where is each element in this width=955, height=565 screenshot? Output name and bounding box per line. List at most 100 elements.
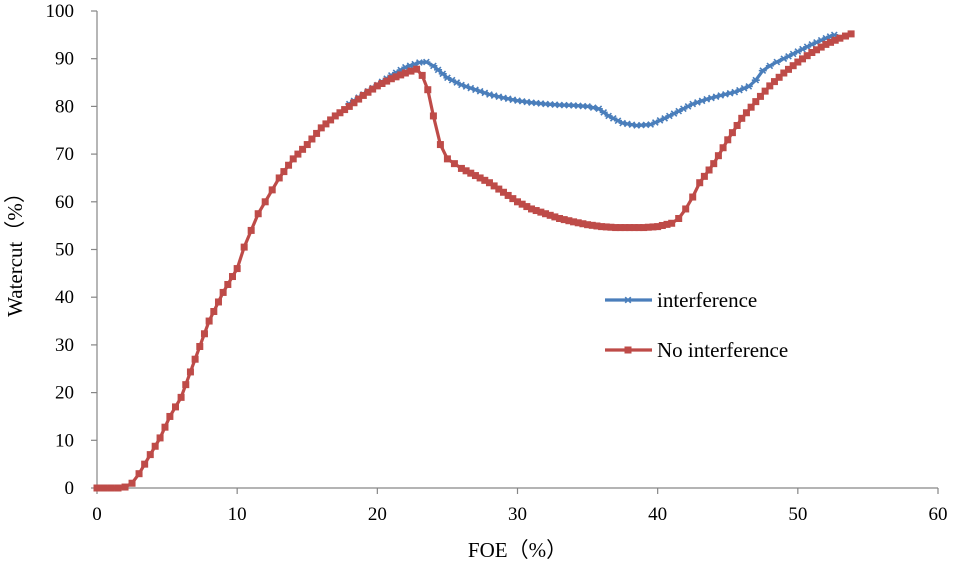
data-point bbox=[710, 160, 718, 168]
x-tick-label: 50 bbox=[788, 504, 807, 525]
data-point bbox=[345, 102, 353, 110]
data-point bbox=[594, 105, 603, 113]
data-point bbox=[689, 193, 697, 201]
y-tick-label: 50 bbox=[55, 240, 74, 261]
data-point bbox=[254, 210, 262, 218]
data-point bbox=[607, 223, 615, 231]
data-point bbox=[827, 38, 835, 46]
data-point bbox=[640, 224, 648, 232]
legend-label: No interference bbox=[657, 338, 788, 362]
legend: interference No interference bbox=[605, 288, 788, 362]
data-point bbox=[621, 224, 629, 232]
data-point bbox=[93, 484, 101, 492]
data-point bbox=[841, 32, 849, 40]
data-point bbox=[612, 224, 620, 232]
data-point bbox=[514, 198, 521, 206]
y-tick-label: 0 bbox=[65, 478, 75, 499]
y-tick-label: 60 bbox=[55, 192, 74, 213]
data-point bbox=[369, 85, 377, 93]
data-point bbox=[808, 48, 816, 56]
data-point bbox=[630, 224, 638, 232]
data-point bbox=[107, 484, 115, 492]
data-point bbox=[415, 59, 424, 66]
legend-item: No interference bbox=[605, 338, 788, 362]
data-point bbox=[422, 58, 431, 66]
data-point bbox=[200, 330, 208, 338]
data-point bbox=[151, 442, 159, 450]
data-point bbox=[233, 265, 241, 273]
data-point bbox=[738, 114, 746, 122]
data-point bbox=[626, 224, 634, 232]
data-point bbox=[696, 179, 704, 187]
y-tick-label: 20 bbox=[55, 383, 74, 404]
data-point bbox=[836, 34, 844, 42]
data-point bbox=[799, 55, 807, 63]
data-point bbox=[705, 166, 713, 174]
data-point bbox=[742, 109, 750, 117]
data-point bbox=[280, 168, 288, 176]
data-point bbox=[751, 76, 760, 84]
data-point bbox=[794, 58, 802, 66]
data-point bbox=[285, 161, 293, 169]
data-point bbox=[719, 144, 727, 152]
data-point bbox=[831, 36, 839, 44]
x-tick-label: 40 bbox=[648, 504, 667, 525]
data-point bbox=[418, 71, 426, 79]
data-point bbox=[228, 273, 236, 281]
data-point bbox=[114, 484, 122, 492]
data-point bbox=[436, 141, 444, 149]
data-point bbox=[313, 129, 321, 137]
data-point bbox=[770, 78, 778, 86]
data-point bbox=[462, 167, 470, 175]
legend-marker bbox=[624, 346, 632, 354]
data-point bbox=[205, 317, 213, 325]
data-point bbox=[570, 218, 578, 226]
data-point bbox=[327, 116, 335, 124]
y-tick-label: 10 bbox=[55, 430, 74, 451]
data-point bbox=[364, 88, 372, 96]
data-point bbox=[644, 223, 652, 231]
data-point bbox=[499, 188, 507, 196]
data-point bbox=[359, 91, 367, 99]
data-point bbox=[166, 412, 174, 420]
data-point bbox=[700, 172, 708, 180]
data-point bbox=[392, 73, 400, 81]
data-point bbox=[471, 172, 479, 180]
data-point bbox=[747, 103, 755, 111]
data-point bbox=[481, 176, 489, 184]
data-point bbox=[546, 211, 554, 219]
data-point bbox=[275, 174, 283, 182]
data-point bbox=[383, 77, 391, 85]
data-point bbox=[756, 92, 764, 100]
series-interference bbox=[345, 31, 839, 129]
data-point bbox=[294, 150, 302, 158]
data-point bbox=[156, 434, 164, 442]
data-point bbox=[224, 280, 232, 288]
data-point bbox=[556, 214, 564, 222]
data-point bbox=[450, 160, 458, 168]
data-point bbox=[813, 46, 821, 54]
data-point bbox=[523, 203, 531, 211]
axes bbox=[96, 11, 938, 489]
data-point bbox=[654, 223, 662, 231]
data-point bbox=[744, 83, 753, 90]
data-point bbox=[467, 169, 475, 177]
data-point bbox=[177, 393, 185, 401]
data-point bbox=[387, 75, 395, 83]
data-point bbox=[457, 164, 465, 172]
legend-marker bbox=[624, 296, 632, 304]
data-point bbox=[350, 99, 358, 107]
x-tick-label: 20 bbox=[368, 504, 387, 525]
series-no-interference bbox=[93, 30, 855, 492]
series-layer bbox=[93, 30, 855, 492]
data-point bbox=[289, 155, 297, 163]
data-point bbox=[135, 470, 143, 478]
data-point bbox=[579, 220, 587, 228]
data-point bbox=[504, 191, 512, 199]
data-point bbox=[100, 484, 108, 492]
data-point bbox=[509, 195, 517, 203]
data-point bbox=[682, 205, 690, 213]
data-point bbox=[537, 208, 545, 216]
data-point bbox=[847, 30, 855, 38]
x-tick-label: 30 bbox=[508, 504, 527, 525]
